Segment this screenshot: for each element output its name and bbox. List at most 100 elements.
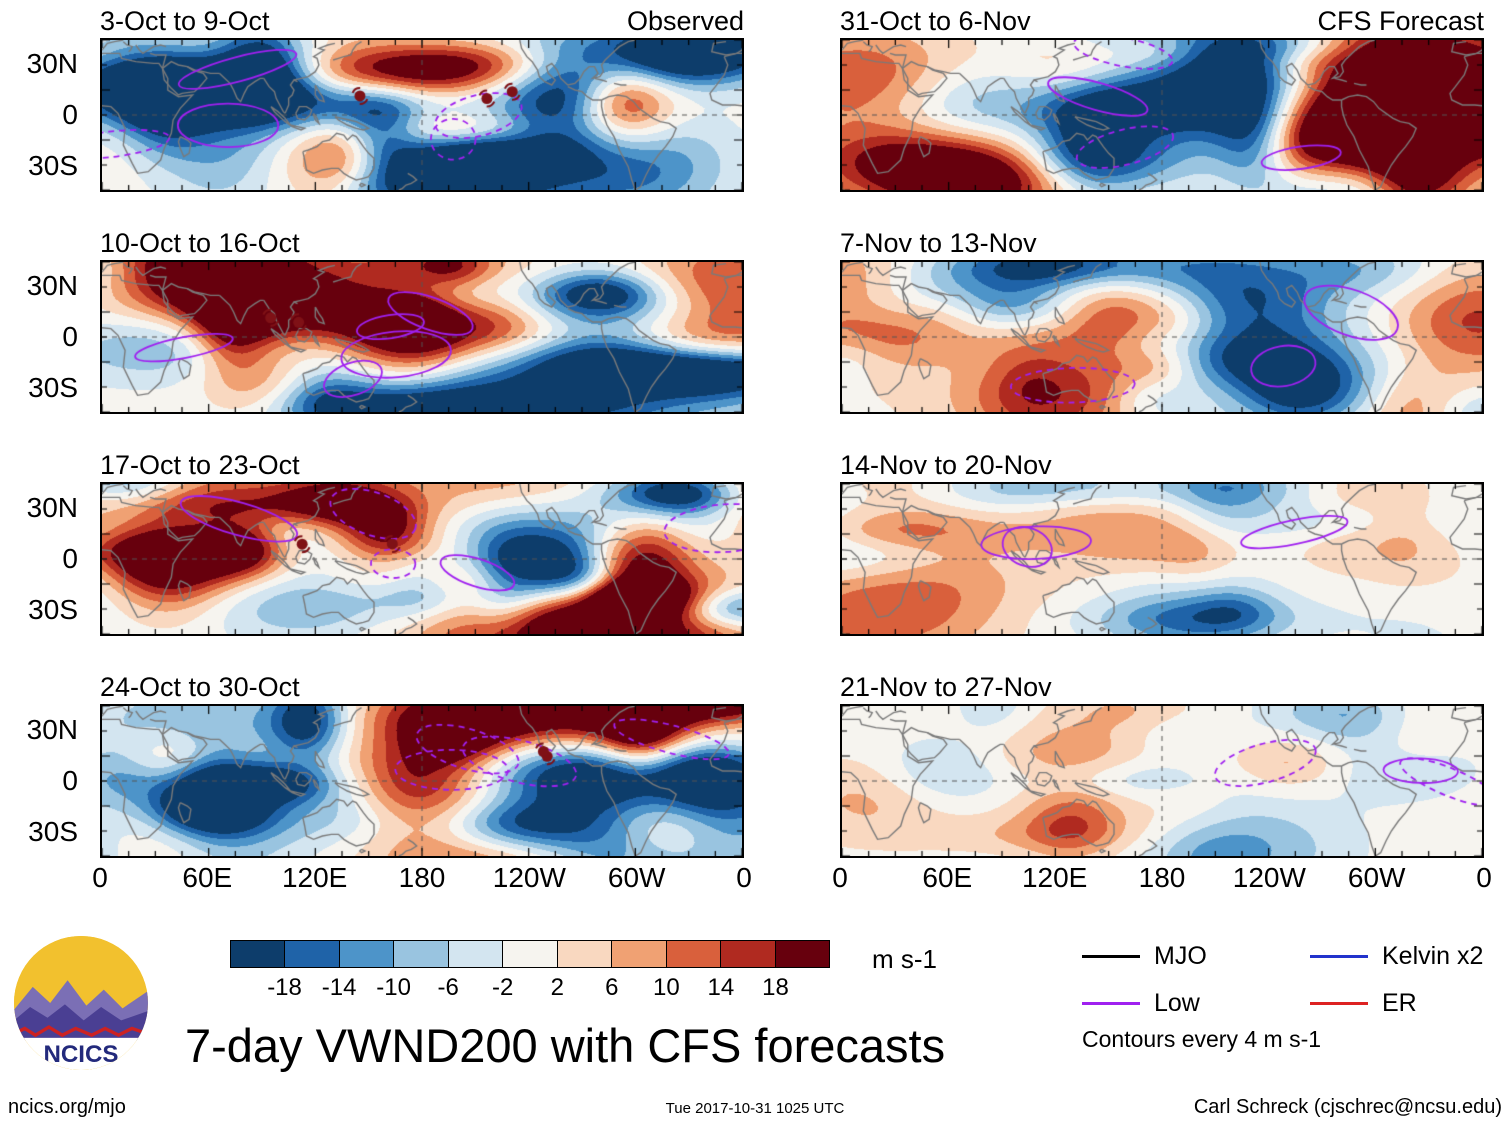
- map-panel-canvas: [100, 482, 744, 636]
- contour-interval-note: Contours every 4 m s-1: [1082, 1026, 1322, 1052]
- colorbar-labels: -18 -14 -10 -6 -2 2 6 10 14 18: [230, 968, 830, 1001]
- lat-tick-label: 30N: [26, 713, 78, 745]
- panel-title-row: 14-Nov to 20-Nov: [840, 450, 1484, 480]
- lat-tick-label: 0: [62, 321, 78, 352]
- lon-axis-labels: 0 60E 120E 180 120W 60W 0: [832, 860, 1492, 894]
- author-credit: Carl Schreck (cjschrec@ncsu.edu): [1193, 1096, 1502, 1118]
- lat-tick-label: 30S: [28, 150, 78, 182]
- map-panel-canvas: [840, 704, 1484, 858]
- colorbar-cell: [231, 941, 286, 967]
- colorbar-cell: [285, 941, 340, 967]
- lon-tick-label: 180: [1138, 862, 1186, 893]
- colorbar-tick-label: -10: [376, 974, 411, 1001]
- ncics-logo-text: NCICS: [43, 1041, 118, 1068]
- lon-tick-label: 60W: [607, 862, 666, 893]
- lon-tick-label: 0: [1476, 862, 1492, 893]
- panel-period-label: 31-Oct to 6-Nov: [840, 6, 1031, 36]
- colorbar-cell: [339, 941, 395, 967]
- legend-label: MJO: [1154, 942, 1207, 970]
- lon-tick-label: 120E: [281, 862, 348, 893]
- colorbar-tick-label: 18: [762, 974, 789, 1001]
- panel-period-label: 14-Nov to 20-Nov: [840, 450, 1052, 480]
- lat-axis-labels: 30N 0 30S: [0, 482, 90, 636]
- legend-label: Low: [1154, 989, 1200, 1017]
- lat-tick-label: 0: [62, 99, 78, 130]
- colorbar-cell: [503, 941, 558, 967]
- ncics-logo: NCICS: [14, 936, 148, 1070]
- lat-tick-label: 30S: [28, 594, 78, 626]
- bottom-info-row: ncics.org/mjo Tue 2017-10-31 1025 UTC Ca…: [0, 1093, 1510, 1119]
- colorbar-tick-label: 2: [550, 974, 564, 1001]
- map-panel-canvas: [840, 38, 1484, 192]
- panel-title-row: 31-Oct to 6-Nov CFS Forecast: [840, 6, 1484, 36]
- figure-title: 7-day VWND200 with CFS forecasts: [185, 1019, 946, 1072]
- lat-tick-label: 0: [62, 543, 78, 574]
- colorbar-cell: [394, 941, 449, 967]
- panel-title-row: 10-Oct to 16-Oct: [100, 228, 744, 258]
- lat-axis-labels: 30N 0 30S: [0, 704, 90, 858]
- colorbar-cell: [557, 941, 613, 967]
- lat-tick-label: 30N: [26, 47, 78, 79]
- column-header-forecast: CFS Forecast: [1317, 6, 1484, 36]
- kelvin-line-swatch: [1310, 955, 1368, 958]
- lon-tick-label: 120W: [1232, 862, 1306, 893]
- lon-tick-label: 60W: [1347, 862, 1406, 893]
- lat-axis-labels: 30N 0 30S: [0, 260, 90, 414]
- lon-tick-label: 60E: [182, 862, 233, 893]
- legend-item-low: Low: [1082, 989, 1310, 1018]
- figure-footer: NCICS -18 -14 -10 -6 -2 2 6 10 14 18 m s-1 MJO Ke…: [0, 920, 1510, 1121]
- lat-tick-label: 30S: [28, 816, 78, 848]
- colorbar-cell: [666, 941, 722, 967]
- panel-title-row: 17-Oct to 23-Oct: [100, 450, 744, 480]
- colorbar-cell: [448, 941, 504, 967]
- map-panel-canvas: [100, 38, 744, 192]
- mjo-line-swatch: [1082, 955, 1140, 958]
- colorbar: -18 -14 -10 -6 -2 2 6 10 14 18: [230, 940, 830, 1012]
- lon-tick-label: 0: [832, 862, 848, 893]
- lat-tick-label: 30N: [26, 269, 78, 301]
- panel-period-label: 3-Oct to 9-Oct: [100, 6, 270, 36]
- legend-item-er: ER: [1310, 989, 1510, 1018]
- ncics-logo-art: NCICS: [14, 936, 148, 1070]
- lat-tick-label: 30S: [28, 372, 78, 404]
- colorbar-cell: [721, 941, 776, 967]
- panel-period-label: 10-Oct to 16-Oct: [100, 228, 300, 258]
- lon-axis-labels: 0 60E 120E 180 120W 60W 0: [92, 860, 752, 894]
- map-panel-canvas: [100, 260, 744, 414]
- lon-tick-label: 180: [398, 862, 446, 893]
- low-line-swatch: [1082, 1002, 1140, 1005]
- colorbar-cell: [612, 941, 667, 967]
- panel-period-label: 17-Oct to 23-Oct: [100, 450, 300, 480]
- lon-tick-label: 120W: [492, 862, 566, 893]
- legend-item-kelvin: Kelvin x2: [1310, 942, 1510, 971]
- panel-title-row: 3-Oct to 9-Oct Observed: [100, 6, 744, 36]
- lon-tick-label: 120E: [1021, 862, 1088, 893]
- colorbar-tick-label: 10: [653, 974, 680, 1001]
- lon-tick-label: 0: [736, 862, 752, 893]
- colorbar-cell: [775, 941, 829, 967]
- panel-period-label: 24-Oct to 30-Oct: [100, 672, 300, 702]
- lon-tick-label: 0: [92, 862, 108, 893]
- map-panel-canvas: [840, 260, 1484, 414]
- panel-period-label: 21-Nov to 27-Nov: [840, 672, 1052, 702]
- er-line-swatch: [1310, 1002, 1368, 1005]
- column-header-observed: Observed: [626, 6, 744, 36]
- panel-title-row: 7-Nov to 13-Nov: [840, 228, 1484, 258]
- lat-tick-label: 30N: [26, 491, 78, 523]
- lat-axis-labels: 30N 0 30S: [0, 38, 90, 192]
- colorbar-tick-label: 6: [605, 974, 619, 1001]
- lon-tick-label: 60E: [922, 862, 973, 893]
- website-link[interactable]: ncics.org/mjo: [8, 1096, 126, 1118]
- panel-title-row: 24-Oct to 30-Oct: [100, 672, 744, 702]
- colorbar-units: m s-1: [872, 944, 937, 974]
- colorbar-tick-label: -2: [492, 974, 514, 1001]
- lat-tick-label: 0: [62, 765, 78, 796]
- legend-item-mjo: MJO: [1082, 942, 1310, 971]
- contour-legend: MJO Kelvin x2 Low ER: [1082, 942, 1510, 1018]
- panel-period-label: 7-Nov to 13-Nov: [840, 228, 1037, 258]
- legend-label: ER: [1382, 989, 1417, 1017]
- colorbar-cells: [230, 940, 830, 968]
- colorbar-tick-label: -6: [437, 974, 459, 1001]
- creation-timestamp: Tue 2017-10-31 1025 UTC: [665, 1100, 845, 1117]
- legend-label: Kelvin x2: [1382, 942, 1484, 970]
